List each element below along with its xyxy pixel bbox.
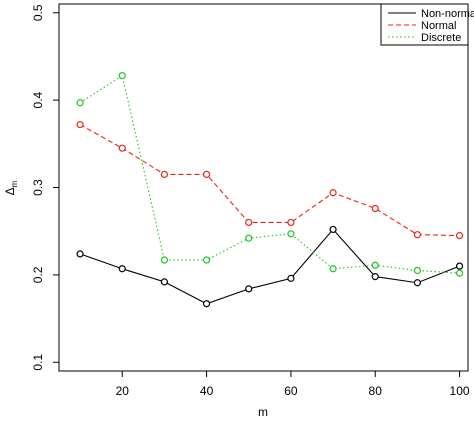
data-point-discrete-100 xyxy=(455,269,464,277)
y-tick-label-0.4: 0.4 xyxy=(31,91,45,108)
data-point-non-norma-50 xyxy=(245,285,253,293)
data-point-discrete-30 xyxy=(160,256,169,264)
series-line-normal xyxy=(79,124,460,237)
data-point-discrete-70 xyxy=(329,265,337,273)
x-tick-label-20: 20 xyxy=(116,384,130,398)
data-point-non-norma-30 xyxy=(160,278,169,286)
data-point-normal-20 xyxy=(118,144,126,152)
y-tick-label-0.2: 0.2 xyxy=(31,266,45,283)
legend-label-discrete: Discrete xyxy=(421,32,461,44)
y-tick-label-0.1: 0.1 xyxy=(31,354,45,371)
data-point-discrete-50 xyxy=(245,234,253,242)
y-axis-label-subscript: m xyxy=(10,180,19,187)
data-point-normal-90 xyxy=(413,231,422,239)
y-axis-label: Δm xyxy=(3,180,19,195)
data-point-normal-100 xyxy=(455,231,464,240)
data-point-discrete-60 xyxy=(287,230,295,238)
y-axis: 0.1 0.2 0.3 0.4 0.5 xyxy=(31,4,59,371)
y-axis-label-base: Δ xyxy=(3,187,17,195)
data-point-discrete-80 xyxy=(371,261,379,269)
x-tick-label-60: 60 xyxy=(284,384,298,398)
data-point-non-norma-60 xyxy=(287,274,295,282)
series-line-discrete xyxy=(79,74,460,274)
data-point-non-norma-100 xyxy=(455,262,464,270)
data-point-discrete-90 xyxy=(413,266,422,275)
y-tick-label-0.3: 0.3 xyxy=(31,179,45,196)
data-point-normal-30 xyxy=(160,170,169,178)
data-point-discrete-20 xyxy=(118,72,126,80)
data-point-non-norma-40 xyxy=(202,300,211,308)
x-tick-label-40: 40 xyxy=(200,384,214,398)
series-layer xyxy=(76,72,464,308)
legend-box xyxy=(380,3,469,46)
data-point-discrete-10 xyxy=(76,99,84,107)
x-tick-label-80: 80 xyxy=(369,384,383,398)
data-point-discrete-40 xyxy=(202,256,211,264)
data-point-normal-50 xyxy=(245,218,253,227)
legend-label-normal: Normal xyxy=(421,20,456,32)
x-tick-label-100: 100 xyxy=(450,384,470,398)
data-point-normal-60 xyxy=(287,218,295,227)
data-point-normal-70 xyxy=(329,189,337,197)
data-point-non-norma-90 xyxy=(413,279,422,287)
data-point-normal-10 xyxy=(76,120,84,129)
legend-label-non-norma: Non-norma xyxy=(421,8,474,20)
data-point-non-norma-20 xyxy=(118,265,126,273)
data-point-non-norma-80 xyxy=(371,273,379,281)
series-line-non-norma xyxy=(79,228,460,305)
x-axis: 20 40 60 80 100 xyxy=(116,371,470,398)
data-point-normal-80 xyxy=(371,204,379,213)
data-point-normal-40 xyxy=(202,170,211,178)
x-axis-label: m xyxy=(258,405,268,419)
y-tick-label-0.5: 0.5 xyxy=(31,4,45,21)
data-point-non-norma-10 xyxy=(76,250,84,258)
data-point-non-norma-70 xyxy=(329,225,337,234)
